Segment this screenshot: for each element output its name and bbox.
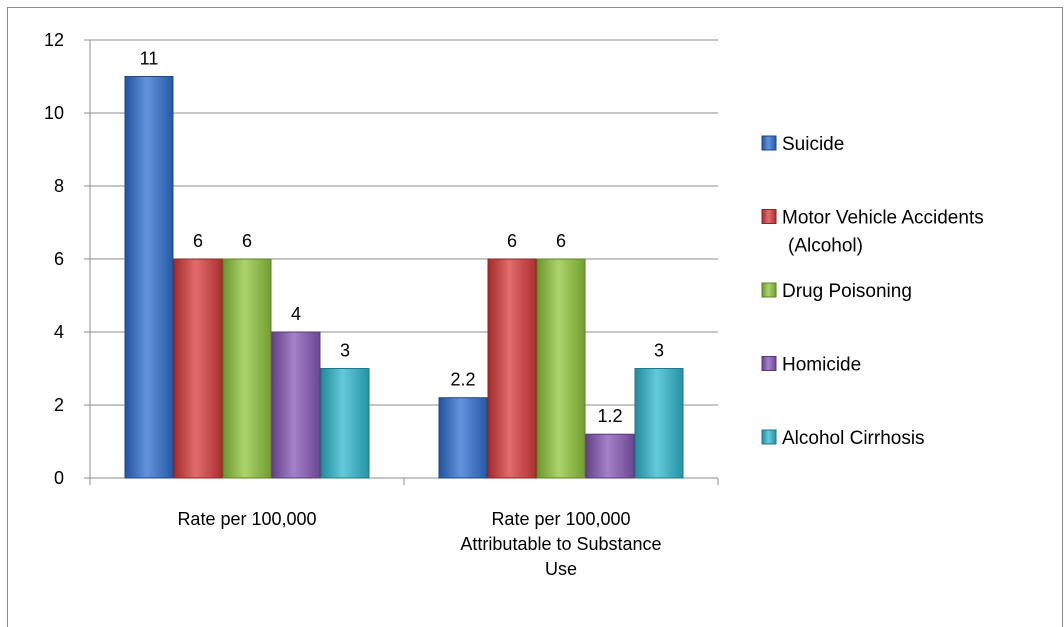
data-label: 11 — [140, 49, 159, 69]
y-tick-label: 0 — [54, 468, 64, 488]
bar — [271, 331, 321, 479]
data-label: 3 — [340, 341, 350, 361]
bar — [536, 258, 586, 479]
bars — [124, 76, 684, 479]
y-tick-label: 10 — [44, 103, 64, 123]
legend: Suicide Motor Vehicle Accidents (Alcohol) D… — [761, 134, 984, 449]
data-label: 6 — [507, 231, 517, 251]
data-label: 4 — [291, 304, 301, 324]
y-tick-label: 8 — [54, 176, 64, 196]
data-label: 6 — [193, 231, 203, 251]
data-labels: 11 6 6 4 3 2.2 6 6 1.2 3 — [140, 49, 664, 427]
bar — [438, 397, 488, 479]
y-tick-label: 6 — [54, 249, 64, 269]
x-category-label: Rate per 100,000 — [177, 509, 316, 529]
data-label: 6 — [556, 231, 566, 251]
legend-swatch — [761, 135, 777, 151]
bar — [222, 258, 272, 479]
y-tick-label: 4 — [54, 322, 64, 342]
legend-entry: Motor Vehicle Accidents (Alcohol) — [782, 208, 984, 257]
data-label: 1.2 — [597, 406, 622, 426]
bar — [487, 258, 537, 479]
bar — [634, 368, 684, 479]
legend-swatch — [761, 282, 777, 298]
bar — [124, 76, 174, 479]
y-tick-label: 12 — [44, 30, 64, 50]
legend-swatch — [761, 209, 777, 224]
legend-swatch — [761, 429, 777, 445]
legend-entry: Alcohol Cirrhosis — [782, 428, 925, 449]
bar — [585, 433, 635, 479]
legend-entry: Suicide — [782, 134, 844, 155]
legend-entry: Homicide — [782, 355, 861, 376]
x-category-label: Rate per 100,000 Attributable to Substanc… — [460, 509, 661, 579]
bar — [173, 258, 223, 479]
legend-swatch — [761, 356, 777, 371]
data-label: 6 — [242, 231, 252, 251]
data-label: 2.2 — [450, 370, 475, 390]
y-tick-label: 2 — [54, 395, 64, 415]
data-label: 3 — [654, 341, 664, 361]
bar — [320, 368, 370, 479]
axes: 0 2 4 6 8 10 12 Rate per 100,000 Rate per 100,00… — [44, 30, 719, 579]
legend-entry: Drug Poisoning — [782, 281, 912, 302]
